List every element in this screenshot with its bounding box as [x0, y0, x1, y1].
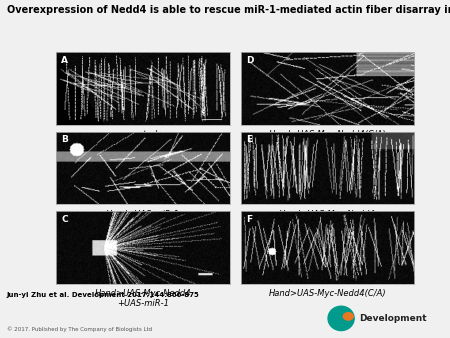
Text: A: A — [62, 56, 68, 65]
Text: Jun-yi Zhu et al. Development 2017;144:866-875: Jun-yi Zhu et al. Development 2017;144:8… — [7, 292, 199, 298]
Text: Hand>UAS-Myc-Nedd4(C/A): Hand>UAS-Myc-Nedd4(C/A) — [269, 289, 386, 298]
Ellipse shape — [328, 306, 354, 331]
Text: F: F — [246, 215, 252, 224]
Text: Hand>UAS-Myc-Nedd4
+UAS-miR-1: Hand>UAS-Myc-Nedd4 +UAS-miR-1 — [94, 289, 191, 308]
Text: © 2017. Published by The Company of Biologists Ltd: © 2017. Published by The Company of Biol… — [7, 326, 152, 332]
Text: control: control — [128, 130, 158, 139]
Text: Hand>UAS-Myc-Nedd4: Hand>UAS-Myc-Nedd4 — [279, 210, 376, 219]
Text: Development: Development — [359, 314, 427, 323]
Text: C: C — [62, 215, 68, 224]
Text: Overexpression of Nedd4 is able to rescue miR-1-mediated actin fiber disarray in: Overexpression of Nedd4 is able to rescu… — [7, 5, 450, 15]
Ellipse shape — [343, 313, 353, 320]
Text: Hand>UAS-Myc-Nedd4(C/A)
+ UAS-miR-1: Hand>UAS-Myc-Nedd4(C/A) + UAS-miR-1 — [269, 130, 386, 149]
Text: B: B — [62, 136, 68, 144]
Text: E: E — [246, 136, 252, 144]
Text: Hand>UAS-miR-1: Hand>UAS-miR-1 — [106, 210, 180, 219]
Text: D: D — [246, 56, 253, 65]
